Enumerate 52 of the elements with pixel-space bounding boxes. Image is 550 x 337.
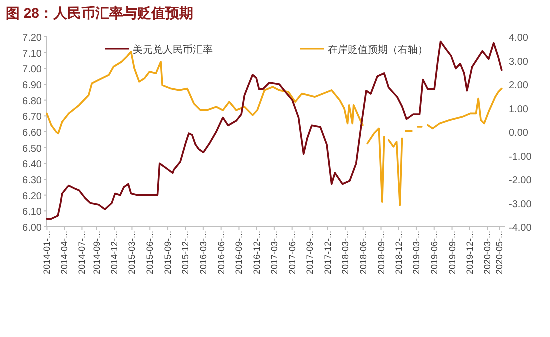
x-tick-label: 2016-06-... (216, 231, 226, 275)
x-tick-label: 2017-12-... (322, 231, 333, 275)
x-tick-label: 2016-12-... (252, 231, 262, 275)
y-tick-label: 6.40 (22, 160, 42, 171)
x-tick-label: 2015-12-... (180, 231, 191, 275)
y-tick-label: 6.50 (22, 144, 42, 155)
x-tick-label: 2017-03-... (269, 231, 280, 275)
x-tick-label: 2019-12-... (464, 231, 475, 275)
legend-label: 美元兑人民币汇率 (133, 44, 213, 56)
y-tick-label: 6.60 (22, 128, 42, 139)
y2-tick-label: 2.00 (509, 80, 529, 92)
x-tick-label: 2016-03-... (198, 231, 208, 275)
y-tick-label: 7.00 (22, 64, 42, 76)
x-tick-label: 2014-09-... (92, 231, 102, 275)
y-tick-label: 6.20 (22, 191, 42, 202)
y2-tick-label: -2.00 (509, 176, 532, 186)
x-tick-label: 2019-03-... (411, 231, 422, 275)
x-tick-label: 2016-09-... (234, 231, 244, 275)
y2-tick-label: 1.00 (509, 104, 529, 116)
x-tick-label: 2015-06-... (145, 231, 156, 275)
y2-tick-label: 3.00 (509, 56, 529, 68)
x-tick-label: 2015-09-... (163, 231, 174, 275)
y-tick-label: 6.90 (22, 80, 42, 92)
x-tick-label: 2015-03-... (127, 231, 138, 275)
x-tick-label: 2014-07-... (77, 231, 88, 275)
x-tick-label: 2020-05-... (494, 231, 505, 275)
x-tick-label: 2018-06-... (358, 231, 368, 275)
x-tick-label: 2018-03-... (340, 231, 350, 275)
y2-tick-label: 0.00 (509, 128, 529, 139)
x-tick-label: 2014-04-... (60, 231, 70, 275)
y-tick-label: 6.80 (22, 96, 42, 108)
x-tick-label: 2014-12-... (110, 231, 120, 275)
x-tick-label: 2014-01-... (42, 231, 52, 275)
y-tick-label: 7.10 (22, 48, 42, 60)
y2-tick-label: 4.00 (509, 33, 529, 44)
y2-tick-label: -1.00 (509, 152, 532, 163)
x-tick-label: 2019-06-... (429, 231, 440, 275)
x-tick-label: 2017-06-... (287, 231, 298, 275)
x-tick-label: 2018-12-... (394, 231, 404, 275)
legend-label: 在岸贬值预期（右轴） (328, 44, 428, 56)
y-tick-label: 6.70 (22, 112, 42, 124)
chart-title: 图 28：人民币汇率与贬值预期 (6, 5, 194, 21)
y-tick-label: 7.20 (22, 33, 42, 44)
x-tick-label: 2018-09-... (376, 231, 386, 275)
y-tick-label: 6.00 (22, 223, 42, 234)
y2-tick-label: -3.00 (509, 199, 532, 210)
y-tick-label: 6.30 (22, 176, 42, 186)
y2-tick-label: -4.00 (509, 223, 532, 234)
x-tick-label: 2017-09-... (305, 231, 316, 275)
x-tick-label: 2020-03-... (482, 231, 493, 275)
y-tick-label: 6.10 (22, 207, 42, 218)
x-tick-label: 2019-09-... (447, 231, 458, 275)
